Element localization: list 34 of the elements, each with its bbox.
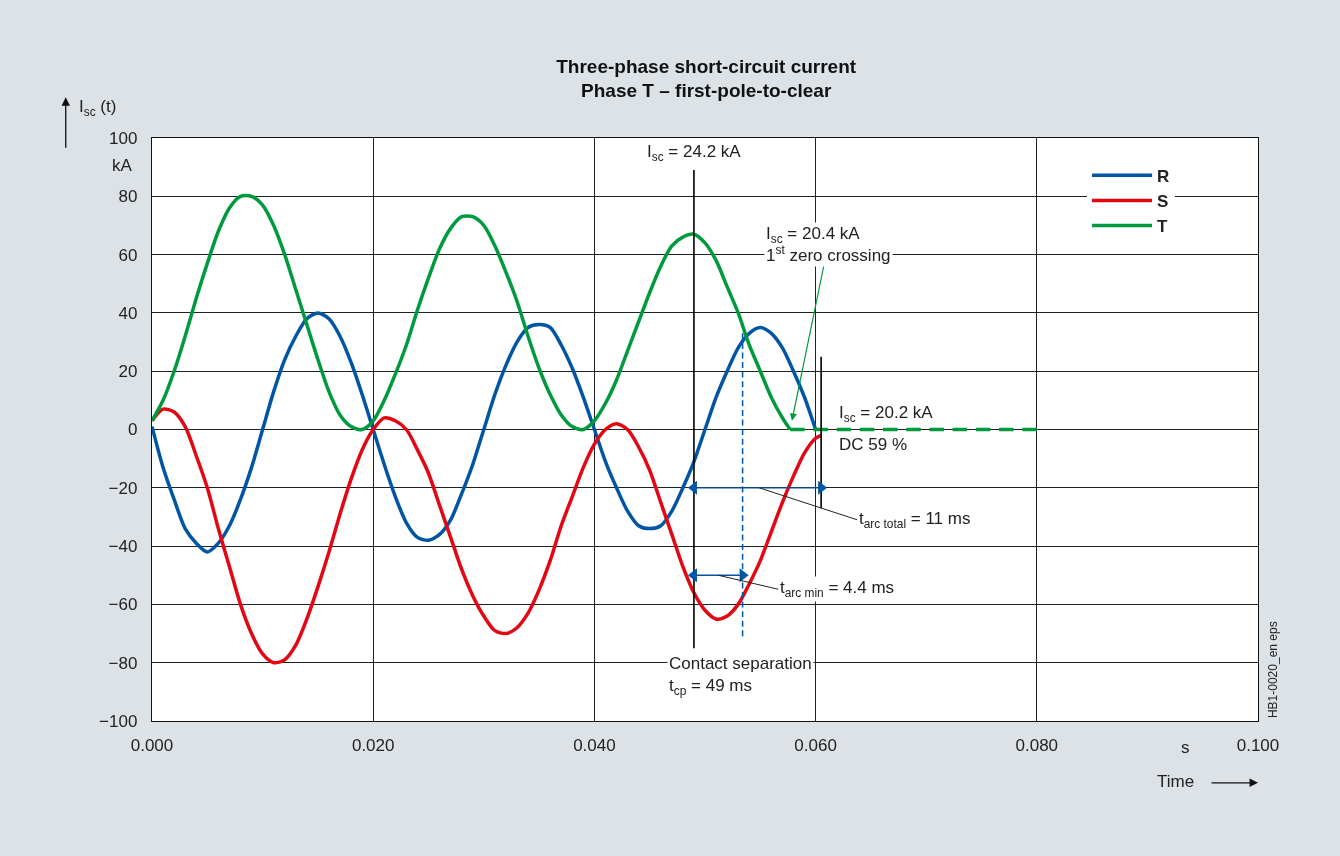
x-axis-title: Time [1157,772,1195,791]
y-tick-label: −20 [108,478,138,498]
x-tick-label: 0.040 [573,735,616,755]
y-tick-label: 100 [109,128,138,148]
text: s [1181,738,1190,757]
y-tick-label: −40 [108,537,138,557]
annotation: Contact separation t$_{cp}$ = 49 ms [669,654,812,698]
x-tick-label: 0.100 [1236,735,1280,755]
y-axis-title: I$_{sc}$ (t) [79,97,117,119]
x-tick-label: 0.080 [1015,735,1059,755]
annotation: t$_{arc total}$ = 11 ms [859,509,971,531]
y-tick-label: −60 [108,595,138,615]
legend-label: S [1157,192,1169,212]
y-tick-label: 40 [118,303,138,323]
x-tick-label: 0.000 [130,735,174,755]
y-tick-label: 60 [118,245,138,265]
text: kA [112,156,133,175]
y-tick-label: 80 [118,187,138,207]
text: HB1-0020_en eps [1265,621,1280,719]
legend-label: R [1157,167,1170,186]
annotation: I$_{sc}$ = 24.2 kA [647,142,742,164]
annotation: I$_{sc}$ = 20.4 kA 1$^{st}$ zero crossing [766,224,891,266]
x-tick-label: 0.020 [351,735,395,755]
x-tick-label: 0.060 [794,735,837,755]
annotation: t$_{arc min}$ = 4.4 ms [780,578,895,600]
y-tick-label: 20 [118,362,138,382]
chart-subtitle: Phase T – first-pole-to-clear [581,80,832,102]
legend-label: T [1157,217,1169,237]
annotation: I$_{sc}$ = 20.2 kA [839,403,934,425]
annotation: DC 59 % [839,435,908,454]
y-tick-label: 0 [127,420,138,440]
y-tick-label: −80 [108,653,138,673]
chart-title: Three-phase short-circuit current [556,55,857,77]
y-tick-label: −100 [99,711,138,731]
